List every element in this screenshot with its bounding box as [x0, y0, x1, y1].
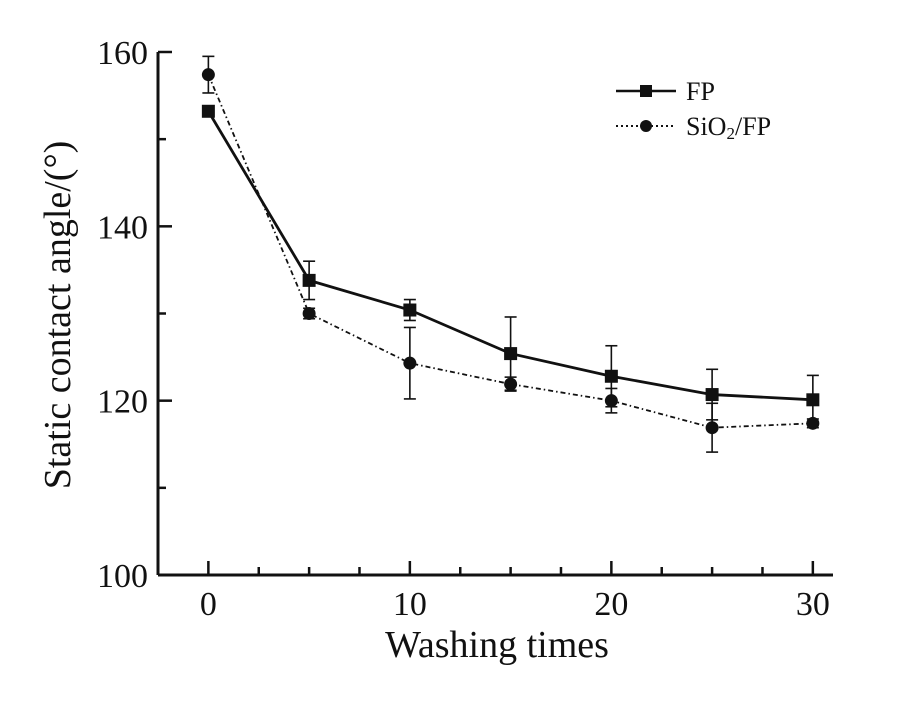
- axes: 100 120 140 160 0 10 20 30: [97, 35, 833, 623]
- legend-sio2-marker: [640, 120, 652, 132]
- legend-fp-marker: [640, 85, 652, 97]
- x-tick-label: 10: [393, 586, 427, 623]
- series-sio2-fp: [201, 55, 820, 453]
- x-axis-title: Washing times: [385, 624, 609, 666]
- x-tick-label: 0: [200, 586, 217, 623]
- data-point-circle: [302, 307, 316, 320]
- legend: FP SiO2/FP: [616, 77, 771, 143]
- data-point-circle: [403, 356, 417, 370]
- y-tick-label: 100: [97, 558, 148, 595]
- legend-item-sio2-fp: SiO2/FP: [616, 112, 771, 143]
- y-axis-title: Static contact angle/(°): [37, 141, 79, 490]
- data-point-square: [403, 303, 417, 317]
- data-point-square: [806, 393, 820, 407]
- legend-sio2-label: SiO2/FP: [686, 112, 771, 143]
- data-point-square: [604, 369, 618, 383]
- data-point-circle: [705, 421, 719, 435]
- y-tick-label: 120: [97, 384, 148, 421]
- data-point-circle: [604, 394, 618, 408]
- data-point-circle: [201, 68, 215, 82]
- data-point-square: [504, 347, 518, 361]
- y-tick-label: 140: [97, 209, 148, 246]
- x-tick-label: 20: [594, 586, 628, 623]
- series-layer: [201, 55, 820, 453]
- y-tick-label: 160: [97, 35, 148, 72]
- legend-item-fp: FP: [616, 77, 715, 106]
- data-point-square: [201, 104, 215, 118]
- data-point-circle: [806, 416, 820, 430]
- x-tick-label: 30: [796, 586, 830, 623]
- data-point-circle: [504, 377, 518, 391]
- data-point-square: [302, 273, 316, 287]
- series-fp: [201, 104, 820, 426]
- legend-fp-label: FP: [686, 77, 715, 106]
- data-point-square: [705, 388, 719, 402]
